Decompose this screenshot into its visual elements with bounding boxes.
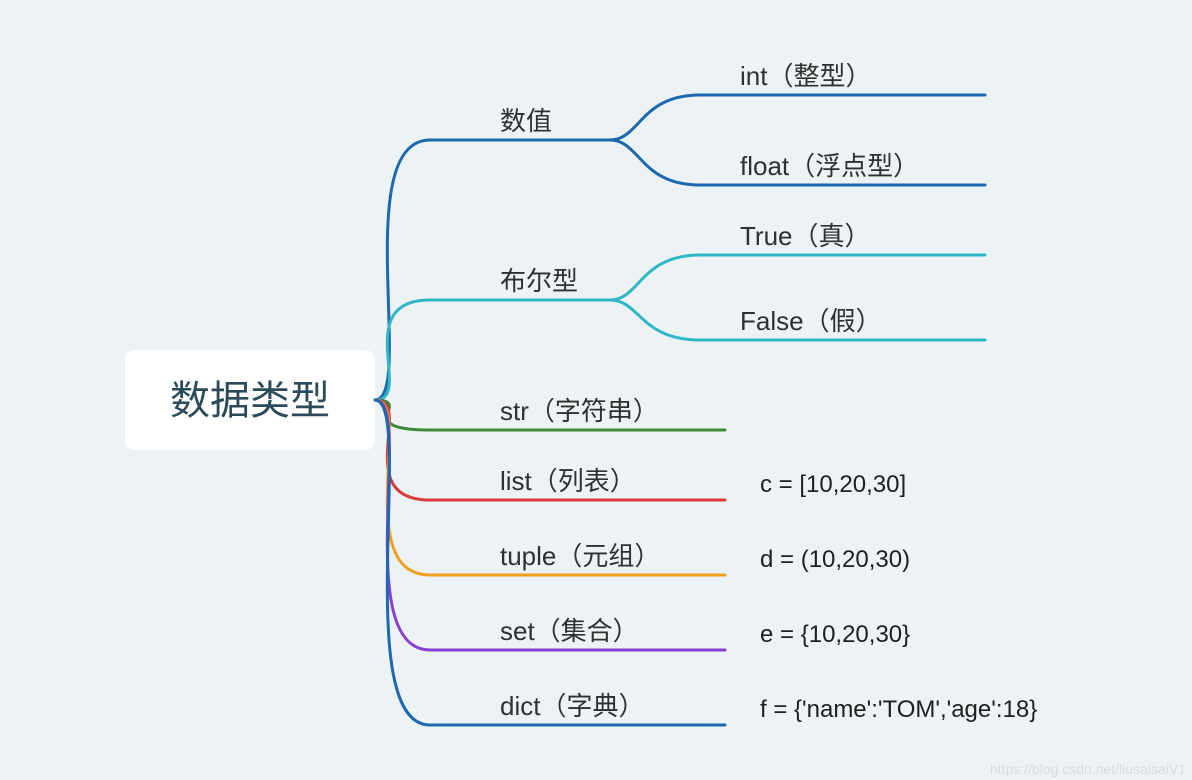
- leaf-label-numeric-0: int（整型）: [740, 61, 871, 91]
- example-list: c = [10,20,30]: [760, 471, 906, 498]
- branch-label-str: str（字符串）: [500, 396, 659, 426]
- leaf-label-bool-0: True（真）: [740, 221, 871, 251]
- example-set: e = {10,20,30}: [760, 621, 910, 648]
- branch-label-list: list（列表）: [500, 466, 636, 496]
- branch-label-numeric: 数值: [500, 106, 552, 136]
- example-dict: f = {'name':'TOM','age':18}: [760, 696, 1037, 723]
- leaf-label-bool-1: False（假）: [740, 306, 882, 336]
- leaf-label-numeric-1: float（浮点型）: [740, 151, 919, 181]
- root-node-label: 数据类型: [170, 379, 330, 423]
- example-tuple: d = (10,20,30): [760, 546, 910, 573]
- branch-label-tuple: tuple（元组）: [500, 541, 660, 571]
- branch-label-bool: 布尔型: [500, 266, 578, 296]
- branch-label-dict: dict（字典）: [500, 691, 644, 721]
- mindmap-diagram: 数据类型 数值 int（整型） float（浮点型） 布尔型 True（真） False（…: [0, 0, 1192, 780]
- branch-label-set: set（集合）: [500, 616, 639, 646]
- watermark-text: https://blog.csdn.net/liusaisaiV1: [990, 761, 1186, 777]
